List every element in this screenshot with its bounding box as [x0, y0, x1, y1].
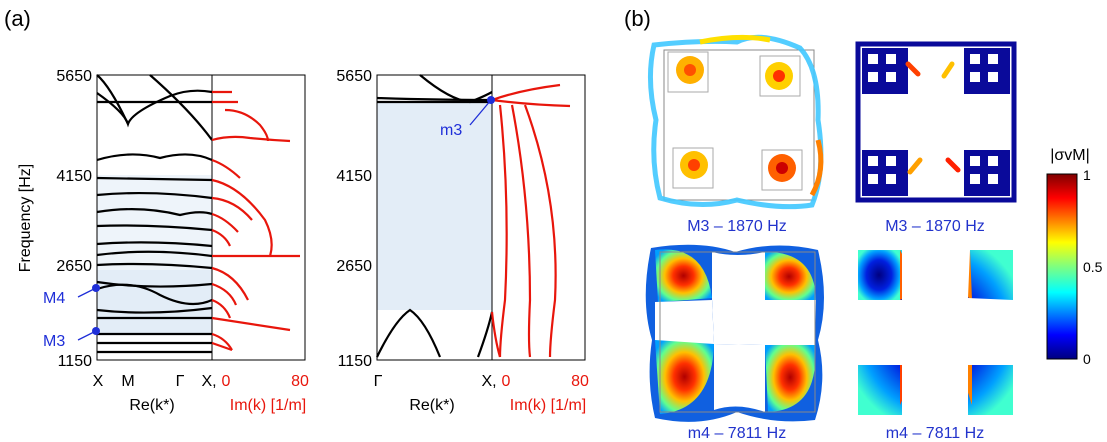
colorbar: |σvM| 1 0.5 0 [1046, 147, 1103, 367]
y-tick-left-4150: 4150 [56, 168, 92, 185]
y-tick-right-2650: 2650 [336, 258, 372, 275]
y-tick-right-5650: 5650 [336, 68, 372, 85]
left-dispersion-plot [77, 74, 306, 361]
colorbar-tick-0-5: 0.5 [1083, 259, 1103, 275]
marker-label-M3: M3 [43, 333, 65, 350]
im-tick-0: 0 [222, 373, 231, 390]
gap-band-right [377, 102, 492, 310]
y-tick-left-5650: 5650 [56, 68, 92, 85]
colorbar-tick-1: 1 [1083, 167, 1091, 183]
y-tick-left-2650: 2650 [56, 258, 92, 275]
im-tick-right-80: 80 [571, 373, 589, 390]
right-dispersion-plot [376, 74, 586, 361]
im-axis-label-right: Im(k) [1/m] [510, 397, 586, 414]
mode-shape-top-right [855, 41, 1017, 203]
gap-band-3 [97, 175, 212, 270]
caption-bottom-right: m4 – 7811 Hz [886, 425, 984, 442]
panel-b-label: (b) [624, 6, 651, 31]
k-tick-M: M [121, 373, 134, 390]
k-tick-X-end: X, [201, 373, 216, 390]
colorbar-tick-0: 0 [1083, 351, 1091, 367]
y-tick-left-1150: 1150 [58, 353, 93, 370]
marker-label-M4: M4 [43, 290, 65, 307]
im-tick-80: 80 [291, 373, 309, 390]
re-axis-label-right: Re(k*) [409, 397, 454, 414]
k-tick-right-Gamma: Γ [374, 373, 383, 390]
im-tick-right-0: 0 [502, 373, 511, 390]
y-tick-right-4150: 4150 [336, 168, 372, 185]
y-tick-right-1150: 1150 [338, 353, 373, 370]
left-plot-frame [96, 74, 306, 361]
k-tick-Gamma: Γ [176, 373, 185, 390]
mode-shape-bottom-left [645, 244, 824, 422]
mode-shape-top-left [647, 34, 824, 210]
right-plot-frame [376, 74, 586, 361]
re-axis-label-left: Re(k*) [129, 397, 174, 414]
caption-top-right: M3 – 1870 Hz [885, 218, 985, 235]
panel-a-label: (a) [4, 6, 31, 31]
k-tick-right-X: X, [481, 373, 496, 390]
imag-bands-right [490, 83, 571, 358]
mode-shape-bottom-right [858, 250, 1013, 415]
imag-bands-left [211, 90, 300, 352]
marker-label-m3: m3 [440, 122, 462, 139]
y-axis-label: Frequency [Hz] [17, 164, 34, 272]
caption-top-left: M3 – 1870 Hz [687, 218, 787, 235]
colorbar-title: |σvM| [1050, 147, 1090, 164]
real-bands-left [96, 74, 213, 354]
caption-bottom-left: m4 – 7811 Hz [688, 425, 786, 442]
colorbar-gradient [1046, 173, 1078, 360]
k-tick-X: X [93, 373, 104, 390]
im-axis-label-left: Im(k) [1/m] [230, 397, 306, 414]
